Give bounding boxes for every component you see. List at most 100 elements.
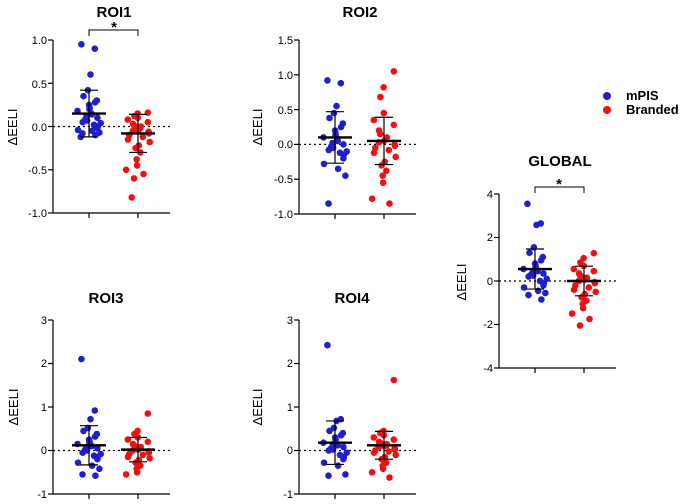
data-point-mpis xyxy=(326,427,333,435)
data-point-mpis xyxy=(337,123,345,131)
data-point-mpis xyxy=(525,291,532,299)
panel-global: GLOBAL ΔEELI 4 2 0 -2 -4 * xyxy=(454,153,616,375)
data-point-mpis xyxy=(91,99,99,106)
data-point-mpis xyxy=(342,172,349,179)
data-point-branded xyxy=(133,156,140,163)
y-tick-label: 0.0 xyxy=(32,122,47,134)
data-point-branded xyxy=(570,286,578,294)
data-point-mpis xyxy=(334,462,342,470)
y-tick-label: 1.0 xyxy=(32,35,47,47)
data-point-mpis xyxy=(87,415,94,423)
data-point-mpis xyxy=(325,472,332,480)
data-point-branded xyxy=(576,322,584,329)
data-point-mpis xyxy=(80,92,87,100)
data-point-mpis xyxy=(88,462,96,470)
data-point-branded xyxy=(392,153,400,161)
data-point-branded xyxy=(590,267,598,275)
data-point-branded xyxy=(370,434,378,441)
y-axis-label: ΔEELI xyxy=(454,264,469,301)
data-point-mpis xyxy=(74,459,82,467)
data-point-branded xyxy=(370,449,378,457)
y-tick-label: 1.0 xyxy=(278,70,293,82)
legend: mPIS Branded xyxy=(603,88,679,117)
data-point-branded xyxy=(124,136,132,143)
data-point-mpis xyxy=(94,114,101,122)
data-point-mpis xyxy=(533,221,540,229)
data-point-branded xyxy=(391,142,399,150)
panel-title: ROI1 xyxy=(96,4,131,21)
plot-area xyxy=(494,186,616,373)
y-tick-label: 3 xyxy=(287,315,293,327)
data-point-branded xyxy=(133,162,141,169)
y-tick-label: -1.0 xyxy=(274,209,293,221)
data-point-branded xyxy=(144,438,152,446)
y-tick-label: 0 xyxy=(41,445,47,457)
data-point-branded xyxy=(146,455,153,462)
data-point-mpis xyxy=(79,449,86,457)
y-tick-label: 0 xyxy=(287,445,293,457)
y-axis-label: ΔEELI xyxy=(250,389,265,426)
data-point-branded xyxy=(586,315,593,323)
data-point-branded xyxy=(392,451,400,459)
data-point-branded xyxy=(380,109,388,117)
data-point-mpis xyxy=(80,427,87,435)
data-point-mpis xyxy=(538,296,545,303)
data-point-mpis xyxy=(87,71,94,78)
y-tick-label: 1.5 xyxy=(278,35,293,47)
data-point-branded xyxy=(379,465,387,473)
data-point-mpis xyxy=(340,155,347,162)
data-point-mpis xyxy=(324,77,331,84)
legend-marker-mpis xyxy=(603,92,611,100)
data-point-branded xyxy=(139,451,147,459)
y-tick-label: 4 xyxy=(487,189,493,201)
data-point-mpis xyxy=(525,273,532,280)
data-point-mpis xyxy=(320,160,328,168)
y-tick-label: -1 xyxy=(283,489,293,501)
data-point-mpis xyxy=(520,284,528,291)
significance-bracket xyxy=(534,186,585,193)
data-point-branded xyxy=(133,469,141,476)
data-point-branded xyxy=(568,310,576,317)
data-point-branded xyxy=(386,474,393,481)
data-point-mpis xyxy=(320,459,328,467)
panel-title: ROI4 xyxy=(334,290,370,307)
data-point-branded xyxy=(379,179,387,186)
significance-star: * xyxy=(111,19,117,36)
y-tick-label: 0 xyxy=(487,276,493,288)
data-point-mpis xyxy=(540,282,547,289)
panel-title: GLOBAL xyxy=(528,153,591,170)
plot-area xyxy=(48,319,170,499)
y-tick-label: 1 xyxy=(287,402,293,414)
data-point-mpis xyxy=(524,200,531,208)
data-point-mpis xyxy=(94,455,101,463)
significance-bracket xyxy=(88,29,139,36)
data-point-mpis xyxy=(542,289,549,297)
data-point-mpis xyxy=(337,79,345,87)
y-tick-label: -0.5 xyxy=(28,165,47,177)
data-point-branded xyxy=(385,448,393,455)
data-point-branded xyxy=(585,284,593,291)
data-point-mpis xyxy=(79,471,86,478)
data-point-branded xyxy=(390,68,398,75)
data-point-branded xyxy=(128,194,135,201)
data-point-branded xyxy=(590,249,598,257)
data-point-mpis xyxy=(340,141,347,148)
plot-area xyxy=(294,39,416,219)
data-point-branded xyxy=(139,133,147,141)
data-point-mpis xyxy=(537,257,545,264)
data-point-branded xyxy=(592,288,599,296)
data-point-mpis xyxy=(96,465,103,473)
panel-roi1: ROI1 ΔEELI 1.0 0.5 0.0 -0.5 -1.0 * xyxy=(5,4,170,220)
data-point-mpis xyxy=(340,443,347,451)
data-point-mpis xyxy=(79,118,86,126)
data-point-mpis xyxy=(74,126,82,134)
data-point-branded xyxy=(122,471,130,478)
y-tick-label: -1.0 xyxy=(28,208,47,220)
data-point-branded xyxy=(140,170,147,178)
data-point-mpis xyxy=(326,114,333,122)
data-point-branded xyxy=(390,376,398,384)
data-point-branded xyxy=(146,138,153,146)
y-tick-label: 2 xyxy=(41,358,47,370)
legend-label-branded: Branded xyxy=(626,102,679,117)
panel-roi2: ROI2 ΔEELI 1.5 1.0 0.5 0.0 -0.5 -1.0 xyxy=(250,4,416,221)
